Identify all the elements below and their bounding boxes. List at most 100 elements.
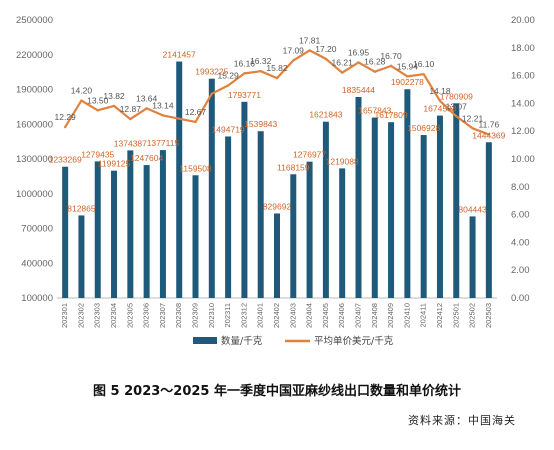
line-point (275, 76, 279, 80)
bar (143, 165, 150, 298)
bar (290, 174, 297, 298)
line-data-label: 16.28 (364, 57, 386, 67)
right-axis-tick-label: 14.00 (511, 98, 535, 109)
x-axis-tick-label: 202409 (386, 303, 395, 328)
right-axis-tick-label: 20.00 (511, 15, 535, 26)
line-data-label: 12.21 (462, 113, 484, 123)
line-data-label: 17.09 (283, 45, 305, 55)
legend-bar-label: 数量/千克 (221, 335, 263, 347)
bar-data-label: 1793771 (228, 90, 261, 100)
line-data-label: 13.50 (87, 95, 109, 105)
bar-data-label: 804443 (458, 204, 487, 214)
bar-data-label: 1621843 (309, 110, 342, 120)
line-point (96, 109, 99, 112)
line-point (422, 73, 425, 76)
bar (274, 213, 280, 298)
line-point (471, 127, 474, 130)
x-axis-tick-label: 202311 (223, 303, 232, 327)
line-point (145, 107, 148, 110)
line-point (129, 117, 132, 121)
right-axis-tick-label: 4.00 (511, 237, 530, 248)
right-axis-tick-label: 10.00 (511, 154, 535, 165)
bar (78, 215, 85, 298)
left-axis-tick-label: 700000 (21, 224, 53, 235)
bar-data-label: 1276977 (293, 150, 326, 160)
line-data-label: 16.32 (250, 56, 272, 66)
x-axis-tick-label: 202412 (435, 303, 444, 328)
x-axis-tick-label: 202306 (142, 303, 151, 328)
line-data-label: 16.10 (413, 59, 435, 69)
bar-data-label: 1233269 (49, 155, 82, 165)
bar-data-label: 2141457 (163, 50, 196, 60)
bar (469, 216, 476, 298)
bar (306, 161, 313, 298)
bar (257, 131, 264, 298)
line-point (406, 75, 409, 78)
x-axis-tick-label: 202401 (256, 303, 265, 328)
bar-data-label: 1374387 (114, 138, 147, 148)
right-axis-tick-label: 18.00 (511, 43, 535, 54)
bar-data-label: 1279435 (81, 149, 114, 159)
line-data-label: 16.95 (348, 47, 370, 57)
line-point (487, 133, 491, 136)
x-axis-tick-label: 202408 (370, 303, 379, 328)
x-axis-tick-label: 202404 (305, 303, 314, 328)
line-data-label: 15.29 (217, 70, 239, 80)
line-point (292, 59, 295, 62)
left-axis-tick-label: 1900000 (16, 85, 53, 96)
line-point (324, 57, 328, 61)
line-point (112, 104, 116, 108)
bar (176, 61, 183, 298)
line-data-label: 13.07 (446, 101, 468, 111)
line-point (357, 61, 360, 64)
x-axis-tick-label: 202302 (76, 303, 85, 328)
left-axis-tick-label: 2200000 (16, 50, 53, 61)
x-axis-tick-label: 202403 (288, 303, 297, 328)
bar-data-label: 1247604 (130, 153, 163, 163)
legend-bar-swatch (193, 337, 217, 344)
x-axis-tick-label: 202305 (125, 303, 134, 328)
line-data-label: 16.16 (234, 58, 256, 68)
left-axis-tick-label: 100000 (21, 293, 53, 304)
x-axis-tick-label: 202410 (402, 303, 411, 328)
bar-data-label: 1444369 (472, 130, 505, 140)
bar-data-label: 829692 (263, 201, 292, 211)
line-point (373, 70, 376, 73)
x-axis-tick-label: 202308 (174, 303, 183, 328)
x-axis-tick-label: 202301 (60, 303, 69, 328)
line-data-label: 14.18 (429, 86, 451, 96)
bar-data-label: 1219088 (326, 156, 359, 166)
x-axis-tick-label: 202502 (468, 303, 477, 328)
x-axis-tick-label: 202312 (239, 303, 248, 328)
chart: 1000004000007000001000000130000016000001… (16, 15, 535, 347)
x-axis-tick-label: 202303 (93, 303, 102, 328)
x-axis-tick-label: 202406 (337, 303, 346, 328)
right-axis-tick-label: 0.00 (511, 293, 530, 304)
figure-caption: 图 5 2023～2025 年一季度中国亚麻纱线出口数量和单价统计 (93, 384, 461, 399)
bar (192, 175, 199, 298)
left-axis-tick-label: 1000000 (16, 189, 53, 200)
line-data-label: 12.29 (55, 112, 77, 122)
line-point (259, 69, 262, 73)
bar (355, 96, 362, 298)
bar (436, 115, 443, 298)
bar (208, 78, 215, 298)
line-data-label: 11.76 (479, 120, 500, 130)
bar (420, 135, 427, 298)
bar-data-label: 1835444 (342, 85, 375, 95)
figure-source: 资料来源：中国海关 (408, 414, 516, 427)
right-axis-tick-label: 12.00 (511, 126, 535, 137)
line-data-label: 13.82 (103, 91, 125, 101)
line-point (210, 92, 214, 95)
left-axis-tick-label: 1300000 (16, 154, 53, 165)
line-data-label: 17.81 (299, 35, 321, 45)
bar (111, 170, 118, 298)
line-data-label: 16.70 (380, 51, 402, 61)
line-data-label: 13.64 (136, 93, 158, 103)
x-axis-tick-label: 202501 (451, 303, 460, 328)
legend-line-label: 平均单价美元/千克 (314, 335, 394, 347)
bar (225, 136, 232, 298)
line-point (63, 125, 67, 129)
line-point (340, 71, 344, 74)
line-point (308, 49, 311, 52)
